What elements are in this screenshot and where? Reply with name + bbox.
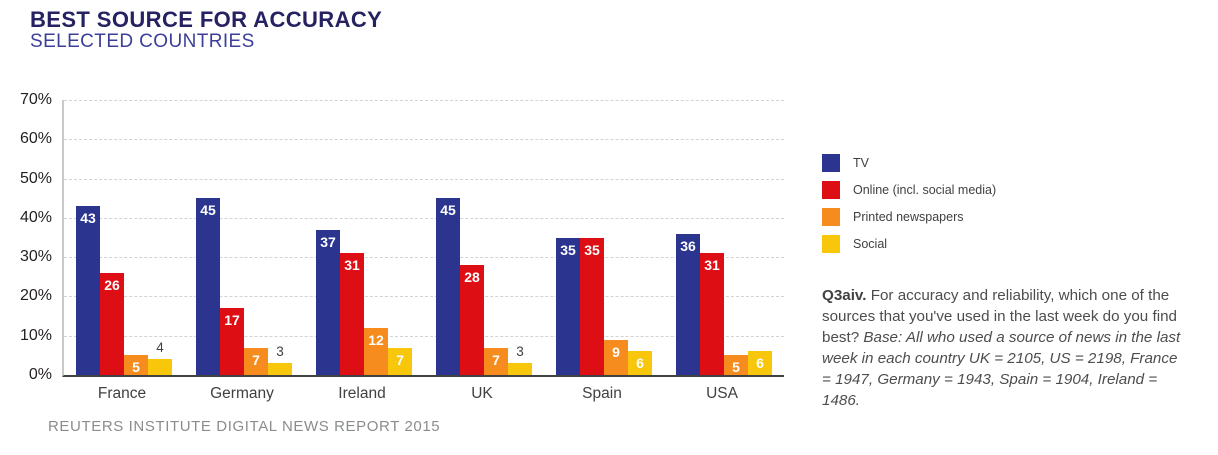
x-axis-tick-label-ireland: Ireland: [338, 385, 386, 402]
bar-france-printed-newspapers: 5: [124, 355, 148, 375]
bar-spain-printed-newspapers: 9: [604, 339, 628, 375]
bar-germany-online-incl-social-media: 17: [220, 308, 244, 375]
bar-value-label: 35: [584, 241, 600, 258]
bar-uk-online-incl-social-media: 28: [460, 265, 484, 375]
y-axis-tick-label: 20%: [19, 287, 52, 305]
bar-value-label: 45: [200, 202, 216, 219]
plot-area: 43 26 5 4 45 17 7 3 37 31 12 7 45 28 7 3 35 35 9 6 36 31 5 6: [62, 100, 784, 377]
legend-label-printed-newspapers: Printed newspapers: [853, 210, 964, 224]
base-text: Base: All who used a source of news in t…: [822, 329, 1181, 409]
gridline: [64, 217, 784, 219]
bar-ireland-online-incl-social-media: 31: [340, 253, 364, 375]
bar-france-tv: 43: [76, 206, 100, 375]
gridline: [64, 100, 784, 101]
bar-value-label: 43: [80, 210, 96, 227]
question-text: For accuracy and reliability, which one …: [822, 287, 1177, 346]
legend-item-social: Social: [822, 235, 996, 253]
gridline: [64, 178, 784, 180]
bar-value-label: 31: [344, 257, 360, 274]
bar-ireland-printed-newspapers: 12: [364, 327, 388, 375]
y-axis-tick-label: 40%: [19, 208, 52, 226]
bar-group-ireland: 37 31 12 7: [304, 100, 424, 375]
bar-ireland-tv: 37: [316, 229, 340, 375]
bar-value-label: 7: [396, 351, 404, 368]
bar-value-label: 45: [440, 202, 456, 219]
bar-usa-tv: 36: [676, 233, 700, 375]
bar-spain-tv: 35: [556, 237, 580, 375]
x-axis-tick-label-spain: Spain: [582, 385, 622, 402]
bar-germany-printed-newspapers: 7: [244, 347, 268, 375]
legend-swatch-online-incl-social-media: [822, 181, 840, 199]
bar-germany-tv: 45: [196, 198, 220, 375]
gridline: [64, 257, 784, 259]
legend: TV Online (incl. social media) Printed new…: [822, 154, 996, 262]
x-axis-tick-label-uk: UK: [471, 385, 493, 402]
bar-usa-online-incl-social-media: 31: [700, 253, 724, 375]
bar-group-usa: 36 31 5 6: [664, 100, 784, 375]
bar-value-label: 3: [276, 344, 284, 360]
x-axis-tick-label-france: France: [97, 385, 147, 402]
bar-group-uk: 45 28 7 3: [424, 100, 544, 375]
legend-label-social: Social: [853, 237, 888, 251]
bar-groups: 43 26 5 4 45 17 7 3 37 31 12 7 45 28 7 3 35 35 9 6 36 31 5 6: [64, 100, 784, 375]
bar-value-label: 5: [132, 359, 140, 376]
bar-spain-online-incl-social-media: 35: [580, 237, 604, 375]
y-axis-tick-label: 60%: [19, 130, 52, 148]
bar-value-label: 26: [104, 276, 120, 293]
bar-value-label: 28: [464, 269, 480, 285]
legend-item-tv: TV: [822, 154, 996, 172]
gridline: [64, 335, 784, 337]
bar-usa-social: 6: [748, 351, 772, 375]
legend-item-online-incl-social-media: Online (incl. social media): [822, 181, 996, 199]
bar-value-label: 7: [492, 351, 500, 368]
legend-label-online-incl-social-media: Online (incl. social media): [853, 183, 997, 197]
bar-france-social: 4: [148, 340, 172, 375]
bar-group-france: 43 26 5 4: [64, 100, 184, 375]
legend-swatch-tv: [822, 154, 840, 172]
bar-group-spain: 35 35 9 6: [544, 100, 664, 375]
bar-value-label: 35: [560, 241, 576, 258]
source-attribution: REUTERS INSTITUTE DIGITAL NEWS REPORT 20…: [48, 418, 441, 435]
bar-value-label: 17: [224, 312, 240, 329]
bar-value-label: 36: [680, 237, 696, 254]
bar-uk-printed-newspapers: 7: [484, 347, 508, 375]
bar-value-label: 37: [320, 233, 336, 250]
bar-value-label: 3: [516, 344, 524, 360]
y-axis-tick-label: 10%: [19, 326, 52, 344]
chart-subtitle: SELECTED COUNTRIES: [30, 31, 255, 52]
bar-value-label: 12: [368, 331, 384, 348]
y-axis-tick-label: 0%: [28, 366, 52, 383]
legend-label-tv: TV: [853, 156, 869, 170]
bar-value-label: 9: [612, 343, 620, 360]
x-axis-tick-label-germany: Germany: [210, 385, 274, 402]
chart-title: BEST SOURCE FOR ACCURACY: [30, 7, 383, 32]
y-axis-tick-label: 50%: [19, 169, 52, 187]
legend-swatch-printed-newspapers: [822, 208, 840, 226]
bar-germany-social: 3: [268, 344, 292, 375]
bar-value-label: 31: [704, 257, 720, 274]
survey-note: Q3aiv. For accuracy and reliability, whi…: [822, 285, 1184, 411]
bar-france-online-incl-social-media: 26: [100, 272, 124, 375]
legend-swatch-social: [822, 235, 840, 253]
x-axis-tick-label-usa: USA: [706, 385, 738, 402]
bar-uk-tv: 45: [436, 198, 460, 375]
bar-spain-social: 6: [628, 351, 652, 375]
question-code: Q3aiv.: [822, 287, 867, 304]
legend-item-printed-newspapers: Printed newspapers: [822, 208, 996, 226]
bar-value-label: 4: [156, 340, 164, 356]
gridline: [64, 139, 784, 141]
bar-ireland-social: 7: [388, 347, 412, 375]
bar-usa-printed-newspapers: 5: [724, 355, 748, 375]
bar-value-label: 6: [756, 355, 764, 372]
bar-value-label: 5: [732, 359, 740, 376]
bar-uk-social: 3: [508, 344, 532, 375]
y-axis-tick-label: 70%: [19, 91, 52, 108]
gridline: [64, 296, 784, 298]
bar-value-label: 6: [636, 355, 644, 372]
y-axis-tick-label: 30%: [19, 248, 52, 266]
bar-value-label: 7: [252, 351, 260, 368]
bar-group-germany: 45 17 7 3: [184, 100, 304, 375]
